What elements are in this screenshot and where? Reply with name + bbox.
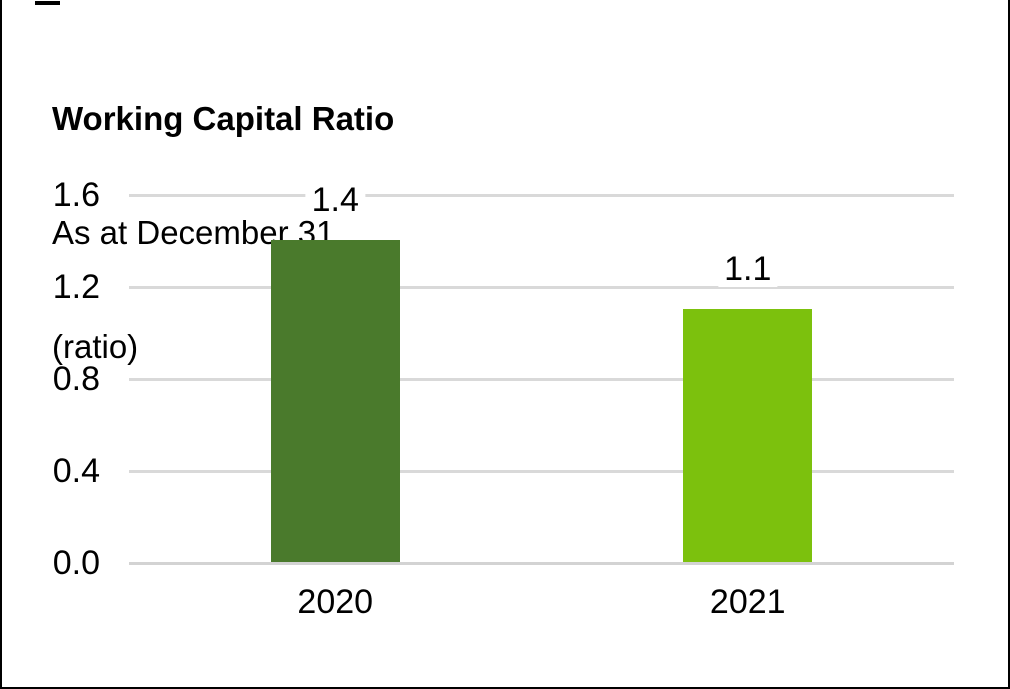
bar-value-label-2020: 1.4 (305, 182, 365, 218)
bar-value-label-2021: 1.1 (718, 251, 778, 287)
x-axis-label-2020: 2020 (297, 583, 374, 621)
gridline (129, 193, 954, 197)
chart-subtitle: As at December 31 (52, 214, 335, 251)
x-axis-label-2021: 2021 (709, 583, 786, 621)
y-axis-label: 1.2 (52, 268, 100, 306)
chart-header: Working Capital Ratio As at December 31 … (52, 24, 394, 442)
y-axis-label: 0.0 (52, 544, 100, 582)
y-axis-label: 1.6 (52, 176, 100, 214)
gridline (129, 377, 954, 381)
bar-2021 (683, 309, 813, 562)
chart-title: Working Capital Ratio (52, 100, 395, 137)
bar-2020 (270, 240, 400, 562)
y-axis: 0.0 0.4 0.8 1.2 1.6 (30, 176, 100, 582)
baseline-gridline (129, 561, 954, 565)
y-axis-label: 0.4 (52, 452, 100, 490)
gridline (129, 285, 954, 289)
top-border-dash (35, 1, 60, 5)
chart-unit-label: (ratio) (52, 328, 139, 365)
gridline (129, 469, 954, 473)
y-axis-label: 0.8 (52, 360, 100, 398)
plot-area: 1.4 2020 1.1 2021 (129, 182, 954, 621)
